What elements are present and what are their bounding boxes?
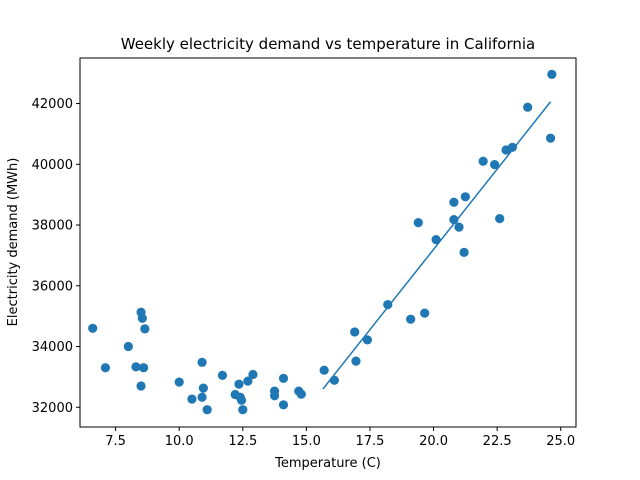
scatter-point-45	[490, 160, 500, 170]
scatter-point-1	[100, 363, 111, 373]
scatter-point-44	[478, 156, 488, 166]
scatter-point-48	[507, 142, 518, 152]
scatter-point-5	[137, 313, 147, 323]
x-tick-label: 22.5	[483, 434, 512, 449]
scatter-point-49	[523, 102, 533, 112]
y-tick-label: 36000	[32, 279, 73, 294]
y-tick-label: 42000	[32, 97, 73, 112]
x-tick-label: 25.0	[546, 434, 575, 449]
x-axis-ticks: 7.5 10.0 12.5 15.0 17.5 20.0 22.5 25.0	[105, 427, 575, 449]
scatter-point-26	[278, 400, 289, 410]
scatter-point-51	[547, 69, 557, 79]
x-tick-label: 10.0	[165, 434, 194, 449]
scatter-point-2	[123, 341, 133, 352]
scatter-point-7	[138, 363, 149, 373]
scatter-point-21	[243, 376, 253, 386]
x-tick-label: 15.0	[292, 434, 321, 449]
scatter-point-9	[174, 377, 184, 387]
y-axis-ticks: 32000 34000 36000 38000 40000 42000	[32, 97, 80, 416]
axes-frame	[79, 57, 577, 428]
scatter-point-17	[234, 379, 244, 389]
scatter-point-3	[131, 362, 141, 372]
scatter-point-31	[350, 327, 360, 337]
scatter-point-46	[495, 214, 505, 224]
x-tick-label: 17.5	[355, 434, 384, 449]
scatter-point-15	[217, 370, 228, 380]
trend-line	[322, 101, 552, 390]
scatter-point-19	[236, 395, 247, 405]
scatter-point-39	[449, 197, 459, 207]
scatter-point-25	[278, 373, 289, 384]
scatter-point-14	[202, 405, 212, 415]
scatter-point-35	[406, 314, 416, 324]
scatter-point-0	[88, 323, 98, 333]
scatter-point-32	[351, 356, 361, 366]
scatter-point-29	[319, 365, 329, 375]
scatter-point-12	[197, 392, 207, 402]
scatter-point-6	[136, 381, 146, 391]
y-tick-label: 40000	[32, 158, 73, 173]
scatter-point-33	[362, 335, 373, 345]
scatter-point-43	[459, 247, 469, 257]
scatter-point-13	[198, 383, 208, 393]
scatter-point-20	[238, 405, 248, 415]
plot-area	[88, 69, 557, 415]
scatter-point-36	[413, 218, 423, 228]
y-axis-label: Electricity demand (MWh)	[6, 158, 21, 327]
chart-title: Weekly electricity demand vs temperature…	[121, 35, 535, 53]
x-tick-label: 12.5	[228, 434, 257, 449]
y-tick-label: 38000	[32, 219, 73, 234]
y-tick-label: 34000	[32, 340, 73, 355]
scatter-point-22	[248, 369, 258, 380]
scatter-point-41	[454, 222, 464, 232]
scatter-point-37	[420, 308, 430, 318]
scatter-point-8	[140, 324, 150, 334]
y-tick-label: 32000	[32, 401, 73, 416]
scatter-point-28	[296, 389, 306, 399]
scatter-point-50	[545, 133, 556, 143]
scatter-point-38	[431, 235, 441, 245]
scatter-point-34	[383, 300, 393, 310]
x-tick-label: 7.5	[105, 434, 126, 449]
scatter-point-42	[460, 192, 470, 202]
x-tick-label: 20.0	[419, 434, 448, 449]
x-axis-label: Temperature (C)	[274, 456, 381, 471]
scatter-point-11	[197, 357, 207, 367]
scatter-point-24	[269, 391, 280, 401]
scatter-point-30	[329, 375, 339, 385]
scatter-point-10	[187, 394, 197, 404]
